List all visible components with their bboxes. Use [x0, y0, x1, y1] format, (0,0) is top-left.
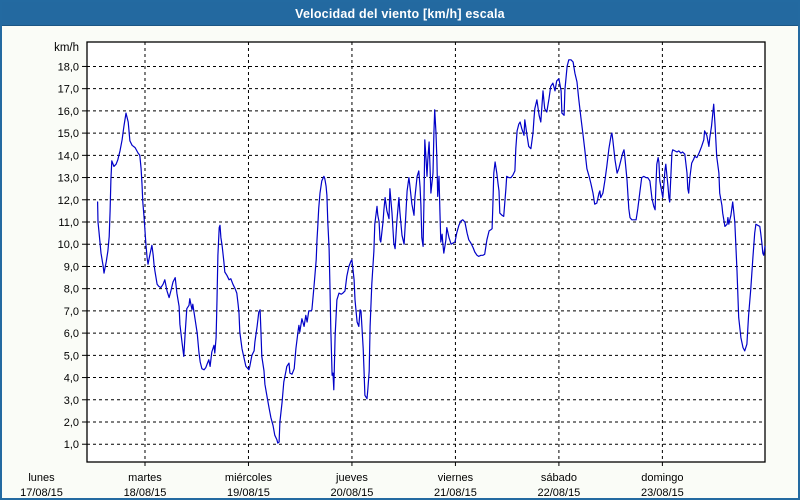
y-tick-label: 2,0 — [64, 417, 79, 429]
y-tick-label: 1,0 — [64, 439, 79, 451]
day-label: domingo — [641, 472, 683, 484]
y-tick-label: 17,0 — [58, 84, 79, 96]
y-tick-label: 14,0 — [58, 150, 79, 162]
plot-background — [87, 42, 765, 462]
window-titlebar: Velocidad del viento [km/h] escala — [2, 2, 798, 26]
date-label: 20/08/15 — [331, 487, 374, 499]
y-tick-label: 9,0 — [64, 261, 79, 273]
day-label: sábado — [541, 472, 577, 484]
date-label: 18/08/15 — [124, 487, 167, 499]
y-tick-label: 16,0 — [58, 106, 79, 118]
y-tick-label: 11,0 — [58, 217, 79, 229]
y-tick-label: 7,0 — [64, 306, 79, 318]
day-label: lunes — [28, 472, 55, 484]
day-label: miércoles — [225, 472, 273, 484]
date-label: 17/08/15 — [20, 487, 63, 499]
date-label: 23/08/15 — [641, 487, 684, 499]
y-tick-label: 15,0 — [58, 128, 79, 140]
plot-frame — [86, 41, 766, 463]
wind-speed-line — [96, 59, 766, 444]
y-tick-label: 3,0 — [64, 395, 79, 407]
day-label: jueves — [335, 472, 368, 484]
y-tick-label: 18,0 — [58, 61, 79, 73]
y-tick-label: 6,0 — [64, 328, 79, 340]
y-tick-label: 8,0 — [64, 284, 79, 296]
y-tick-label: 5,0 — [64, 350, 79, 362]
chart-title: Velocidad del viento [km/h] escala — [295, 6, 505, 21]
day-label: viernes — [438, 472, 474, 484]
day-label: martes — [128, 472, 162, 484]
y-tick-label: 4,0 — [64, 373, 79, 385]
y-tick-label: 12,0 — [58, 195, 79, 207]
y-tick-label: 10,0 — [58, 239, 79, 251]
y-tick-label: 13,0 — [58, 173, 79, 185]
date-label: 19/08/15 — [227, 487, 270, 499]
y-axis-unit-label: km/h — [54, 42, 79, 54]
date-label: 22/08/15 — [537, 487, 580, 499]
date-label: 21/08/15 — [434, 487, 477, 499]
